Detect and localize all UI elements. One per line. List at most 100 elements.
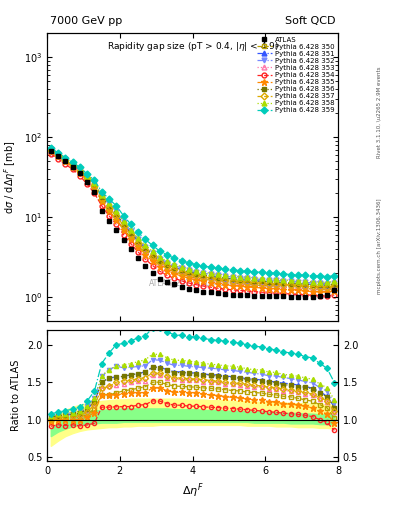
Pythia 6.428 359 [63,155,68,161]
Pythia 6.428 352 [194,269,198,275]
Pythia 6.428 359 [230,267,235,273]
Pythia 6.428 356 [63,156,68,162]
ATLAS [259,293,264,299]
Pythia 6.428 355 [274,286,279,292]
Pythia 6.428 359 [194,262,198,268]
Pythia 6.428 354 [296,291,300,297]
Pythia 6.428 352 [318,280,322,286]
Pythia 6.428 354 [136,249,140,255]
Pythia 6.428 355 [303,288,308,294]
Pythia 6.428 351 [252,278,257,284]
Pythia 6.428 357 [296,282,300,288]
Pythia 6.428 358 [223,272,228,279]
Pythia 6.428 355 [318,289,322,295]
Pythia 6.428 356 [201,272,206,279]
Pythia 6.428 350 [201,276,206,283]
Pythia 6.428 358 [296,278,300,284]
Pythia 6.428 353 [63,157,68,163]
Pythia 6.428 359 [288,271,293,278]
Pythia 6.428 358 [230,273,235,279]
Pythia 6.428 359 [143,237,148,243]
Pythia 6.428 351 [274,279,279,285]
Pythia 6.428 354 [310,292,315,298]
Pythia 6.428 356 [121,221,126,227]
Pythia 6.428 350 [325,287,329,293]
Pythia 6.428 351 [266,279,271,285]
Pythia 6.428 354 [266,289,271,295]
Pythia 6.428 350 [266,283,271,289]
Pythia 6.428 351 [107,203,111,209]
Pythia 6.428 353 [48,147,53,153]
Pythia 6.428 352 [77,166,82,172]
Pythia 6.428 358 [187,266,191,272]
Pythia 6.428 357 [237,278,242,284]
Pythia 6.428 350 [208,278,213,284]
Pythia 6.428 350 [77,169,82,175]
Pythia 6.428 353 [150,254,155,260]
Pythia 6.428 356 [303,281,308,287]
Pythia 6.428 355 [56,153,61,159]
Pythia 6.428 357 [288,282,293,288]
Pythia 6.428 352 [252,276,257,282]
Pythia 6.428 354 [288,291,293,297]
Pythia 6.428 358 [70,161,75,167]
Pythia 6.428 358 [245,274,250,281]
ATLAS [230,292,235,298]
Pythia 6.428 358 [288,278,293,284]
Pythia 6.428 354 [63,161,68,167]
Pythia 6.428 358 [99,192,104,198]
Pythia 6.428 350 [187,273,191,279]
Pythia 6.428 350 [158,262,162,268]
Text: Rapidity gap size (pT > 0.4, $|\eta|$ < 4.9): Rapidity gap size (pT > 0.4, $|\eta|$ < … [107,40,279,53]
ATLAS [303,293,308,300]
Pythia 6.428 350 [230,280,235,286]
ATLAS [332,287,337,293]
Pythia 6.428 352 [208,271,213,278]
Pythia 6.428 350 [281,284,286,290]
Pythia 6.428 359 [114,203,119,209]
Pythia 6.428 351 [129,230,133,236]
Pythia 6.428 352 [325,281,329,287]
Pythia 6.428 357 [194,272,198,279]
Pythia 6.428 352 [56,151,61,157]
Pythia 6.428 352 [158,255,162,262]
Pythia 6.428 352 [70,161,75,167]
Pythia 6.428 352 [129,228,133,234]
Pythia 6.428 356 [274,279,279,285]
Pythia 6.428 354 [230,287,235,293]
Text: Soft QCD: Soft QCD [285,16,335,26]
Line: Pythia 6.428 352: Pythia 6.428 352 [48,147,337,286]
Pythia 6.428 357 [245,279,250,285]
Pythia 6.428 357 [121,223,126,229]
Pythia 6.428 359 [245,268,250,274]
Pythia 6.428 358 [121,218,126,224]
Pythia 6.428 350 [296,285,300,291]
ATLAS [187,286,191,292]
Pythia 6.428 351 [318,282,322,288]
Pythia 6.428 351 [230,276,235,282]
ATLAS [172,282,177,288]
Pythia 6.428 350 [332,286,337,292]
Pythia 6.428 354 [85,181,90,187]
Pythia 6.428 359 [48,145,53,152]
Pythia 6.428 359 [136,229,140,236]
Pythia 6.428 351 [223,275,228,281]
Pythia 6.428 350 [252,282,257,288]
Pythia 6.428 350 [48,147,53,154]
Pythia 6.428 355 [92,185,97,191]
Pythia 6.428 355 [332,288,337,294]
ATLAS [310,293,315,300]
Pythia 6.428 351 [332,281,337,287]
Pythia 6.428 355 [201,279,206,285]
Pythia 6.428 358 [318,279,322,285]
Pythia 6.428 354 [318,292,322,298]
Pythia 6.428 351 [172,264,177,270]
Pythia 6.428 356 [216,274,220,281]
Pythia 6.428 358 [259,275,264,282]
Pythia 6.428 355 [187,275,191,282]
Pythia 6.428 353 [165,264,169,270]
Pythia 6.428 357 [48,147,53,153]
Pythia 6.428 359 [281,271,286,277]
Pythia 6.428 350 [237,281,242,287]
Pythia 6.428 355 [99,198,104,204]
